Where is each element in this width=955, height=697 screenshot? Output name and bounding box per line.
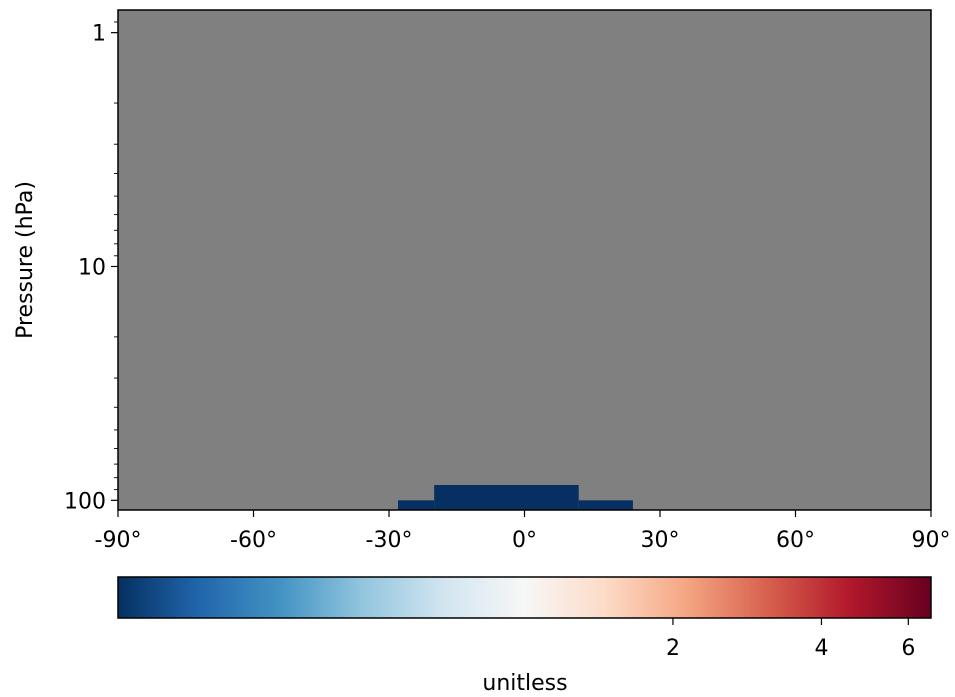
colorbar-tick-label: 4 (814, 636, 828, 661)
y-axis: 1 10 100 (64, 21, 118, 514)
x-tick-label: -60° (230, 528, 277, 553)
colorbar-tick-label: 2 (666, 636, 680, 661)
colorbar-label: unitless (482, 671, 567, 696)
plot-background (118, 10, 931, 510)
x-axis: -90° -60° -30° 0° 30° 60° 90° (95, 510, 951, 553)
x-tick-label: -90° (95, 528, 142, 553)
y-tick-label: 1 (92, 22, 106, 47)
heatmap-cells (398, 485, 633, 510)
x-tick-label: 30° (641, 528, 680, 553)
y-tick-label: 100 (64, 489, 106, 514)
x-tick-label: 60° (776, 528, 815, 553)
heatmap-cell (434, 485, 579, 510)
colorbar: 2 4 6 unitless (117, 576, 932, 696)
heatmap-cell (398, 500, 435, 510)
plot-area (117, 9, 932, 511)
x-tick-label: 0° (512, 528, 537, 553)
x-tick-label: -30° (366, 528, 413, 553)
x-tick-label: 90° (912, 528, 951, 553)
colorbar-bar (117, 576, 932, 619)
y-axis-label: Pressure (hPa) (13, 181, 38, 339)
heatmap-cell (578, 500, 633, 510)
colorbar-ticks: 2 4 6 (666, 618, 915, 661)
y-tick-label: 10 (78, 255, 106, 280)
colorbar-tick-label: 6 (901, 636, 915, 661)
